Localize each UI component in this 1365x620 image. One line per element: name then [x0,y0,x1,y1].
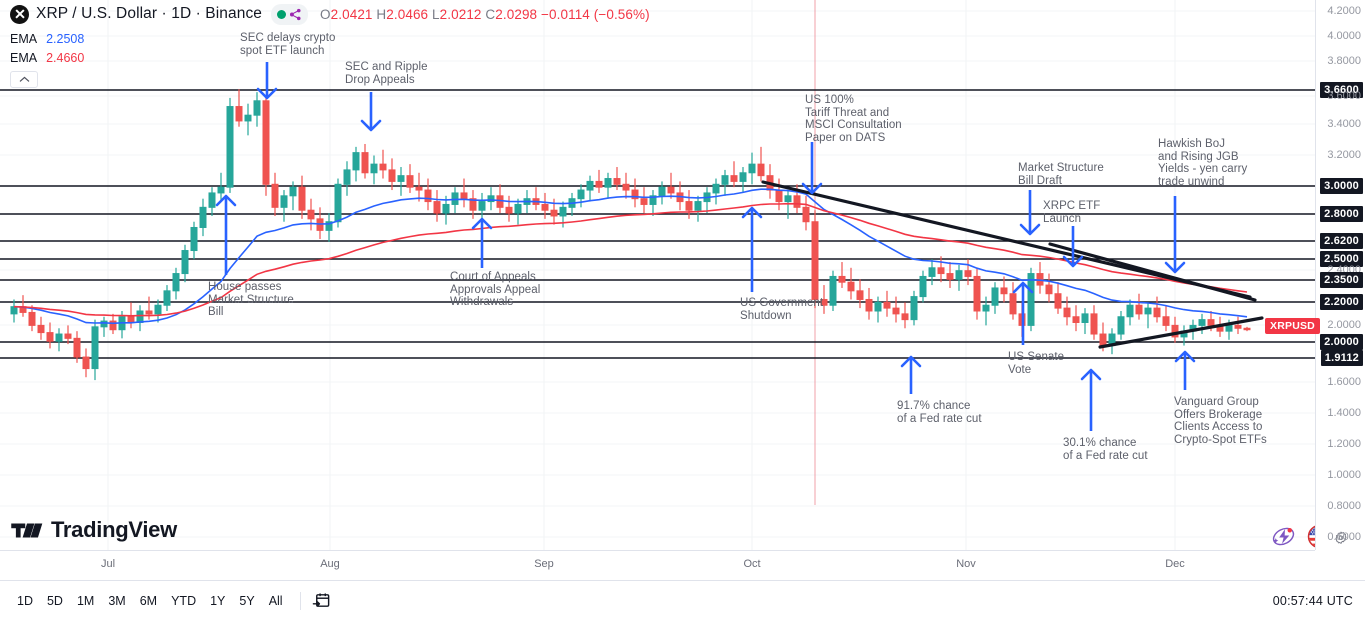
ai-spark-icon[interactable] [1271,524,1296,549]
gear-icon[interactable] [1333,531,1348,546]
chart-annotation[interactable]: Vanguard Group Offers Brokerage Clients … [1174,396,1267,446]
change-value: −0.0114 [541,6,590,22]
open-label: O [320,6,331,22]
price-tick: 3.4000 [1327,118,1361,130]
price-tick: 2.0000 [1320,334,1363,350]
share-icon[interactable] [289,8,302,21]
chart-annotation[interactable]: US Senate Vote [1008,351,1065,376]
candlestick-plot [0,0,1315,550]
time-tick: Nov [956,558,976,570]
price-tick: 3.0000 [1320,178,1363,194]
annotation-arrows [215,62,1196,431]
utc-clock: 00:57:44 UTC [1272,593,1353,608]
time-tick: Sep [534,558,554,570]
timeframe-6m[interactable]: 6M [139,593,158,608]
timeframe-1y[interactable]: 1Y [210,593,226,608]
price-tick: 0.6000 [1327,531,1361,543]
bottom-toolbar[interactable]: 1D 5D 1M 3M 6M YTD 1Y 5Y All 00:57:44 UTC [0,580,1365,620]
price-tick: 1.4000 [1327,407,1361,419]
price-tick: 2.2000 [1320,294,1363,310]
chart-annotation[interactable]: Hawkish BoJ and Rising JGB Yields - yen … [1158,138,1248,188]
chart-annotation[interactable]: House passes Market Structure Bill [208,281,294,319]
symbol-title[interactable]: XRP / U.S. Dollar · 1D · Binance [36,5,263,22]
low-label: L [432,6,440,22]
price-tick: 1.9112 [1320,350,1363,366]
price-tick: 3.2000 [1327,149,1361,161]
grid-horizontal [0,10,1315,538]
timeframe-5d[interactable]: 5D [46,593,63,608]
price-tick: 2.0000 [1327,319,1361,331]
open-value: 2.0421 [330,6,373,22]
price-tick: 2.5000 [1320,251,1363,267]
chart-annotation[interactable]: US 100% Tariff Threat and MSCI Consultat… [805,94,902,144]
chevron-up-icon [19,76,29,82]
tradingview-watermark: TradingView [11,517,177,543]
price-tick: 2.6200 [1320,233,1363,249]
candle-series [10,89,1251,381]
timeframe-all[interactable]: All [268,593,283,608]
chart-annotation[interactable]: 30.1% chance of a Fed rate cut [1063,437,1148,462]
chart-pane[interactable] [0,0,1315,550]
price-tick: 3.8000 [1327,55,1361,67]
ema-fast-label: EMA [10,31,38,46]
timeframe-3m[interactable]: 3M [108,593,126,608]
legend-collapse-button[interactable] [10,71,38,88]
tradingview-logo-icon [11,523,43,537]
close-value: 2.0298 [495,6,538,22]
tradingview-wordmark: TradingView [51,517,177,542]
timeframe-1m[interactable]: 1M [76,593,95,608]
low-value: 2.0212 [439,6,482,22]
chart-header: XRP / U.S. Dollar · 1D · Binance O2.0421… [0,0,1315,28]
price-axis[interactable]: 4.2000 4.0000 3.8000 3.6600 3.6000 3.4000 3.20… [1315,0,1365,550]
chart-annotation[interactable]: Court of Appeals Approvals Appeal Withdr… [450,271,541,309]
market-open-dot-icon [277,9,287,19]
legend-row[interactable]: EMA 2.2508 [10,29,84,48]
calendar-goto-icon[interactable] [311,590,333,612]
toolbar-divider [299,591,301,610]
time-tick: Aug [320,558,340,570]
indicator-legend: EMA 2.2508 EMA 2.4660 [10,29,84,88]
price-tick: 2.3500 [1320,272,1363,288]
ema-slow-line [13,202,1248,317]
ema-slow-value: 2.4660 [46,50,85,65]
time-tick: Jul [100,558,116,570]
close-label: C [485,6,496,22]
price-level-lines [0,89,1315,359]
legend-row[interactable]: EMA 2.4660 [10,48,84,67]
trendlines[interactable] [761,180,1264,349]
ema-slow-label: EMA [10,50,38,65]
high-label: H [376,6,387,22]
price-tick: 3.6000 [1327,90,1361,102]
current-symbol-tag: XRPUSD [1265,318,1320,334]
ohlc-values: O2.0421 H2.0466 L2.0212 C2.0298 −0.0114 … [320,7,650,22]
price-tick: 0.8000 [1327,500,1361,512]
xrp-logo-icon [10,4,29,24]
price-tick: 1.0000 [1327,469,1361,481]
price-tick: 1.2000 [1327,438,1361,450]
change-percent: (−0.56%) [593,6,650,22]
price-tick: 3.6600 [1320,82,1363,98]
timeframe-1d[interactable]: 1D [17,593,33,608]
time-tick: Dec [1165,558,1185,570]
time-axis[interactable]: Jul Aug Sep Oct Nov Dec [0,550,1315,580]
chart-annotation[interactable]: XRPC ETF Launch [1043,200,1101,225]
price-tick: 4.2000 [1327,5,1361,17]
price-tick: 2.8000 [1320,206,1363,222]
chart-annotation[interactable]: 91.7% chance of a Fed rate cut [897,400,982,425]
chart-annotation[interactable]: Market Structure Bill Draft [1018,162,1104,187]
high-value: 2.0466 [386,6,429,22]
chart-annotation[interactable]: SEC and Ripple Drop Appeals [345,61,428,86]
price-tick: 1.6000 [1327,376,1361,388]
market-status-badge[interactable] [271,3,309,25]
time-tick: Oct [743,558,761,570]
ema-fast-value: 2.2508 [46,31,85,46]
price-tick: 4.0000 [1327,30,1361,42]
timeframe-5y[interactable]: 5Y [239,593,255,608]
chart-annotation[interactable]: SEC delays crypto spot ETF launch [240,32,336,57]
ema-fast-line [13,188,1248,325]
timeframe-ytd[interactable]: YTD [171,593,197,608]
chart-annotation[interactable]: US Government Shutdown [740,297,824,322]
